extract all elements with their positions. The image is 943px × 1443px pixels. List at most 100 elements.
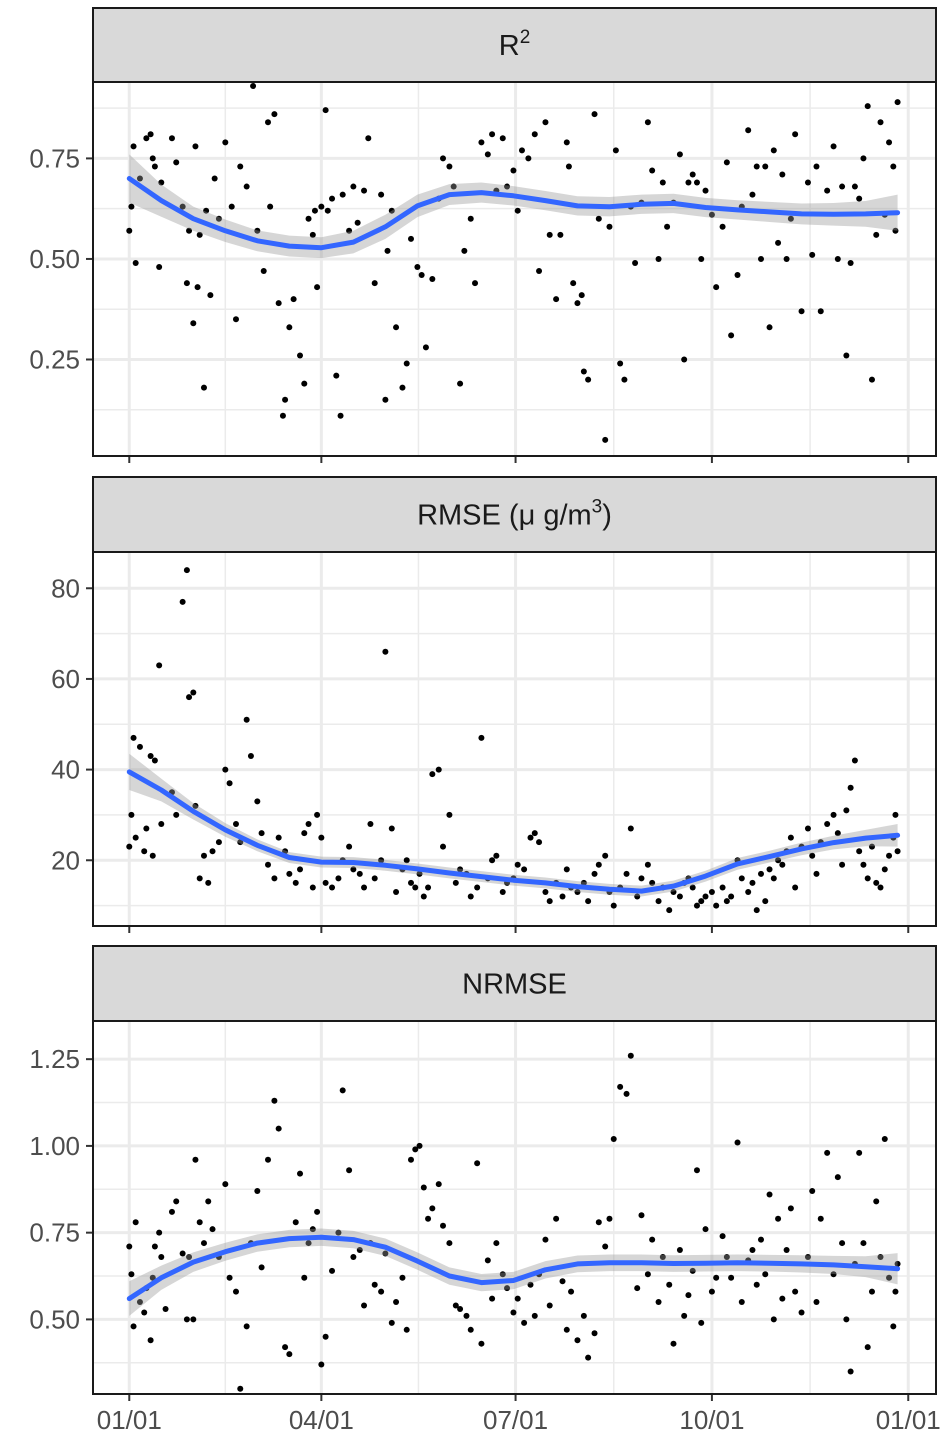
data-point bbox=[478, 139, 485, 146]
data-point bbox=[719, 223, 726, 230]
data-point bbox=[728, 1274, 735, 1281]
data-point bbox=[634, 893, 641, 900]
data-point bbox=[734, 272, 741, 279]
data-point bbox=[173, 811, 180, 818]
data-point bbox=[329, 884, 336, 891]
data-point bbox=[393, 1299, 400, 1306]
data-point bbox=[868, 1288, 875, 1295]
data-point bbox=[324, 207, 331, 214]
data-point bbox=[412, 884, 419, 891]
data-point bbox=[305, 1240, 312, 1247]
data-point bbox=[339, 191, 346, 198]
data-point bbox=[356, 870, 363, 877]
data-point bbox=[542, 889, 549, 895]
data-point bbox=[693, 902, 700, 909]
data-point bbox=[627, 1052, 634, 1059]
data-point bbox=[775, 239, 782, 246]
data-point bbox=[311, 207, 318, 214]
data-point bbox=[297, 1170, 304, 1177]
data-point bbox=[215, 839, 222, 846]
data-point bbox=[860, 861, 867, 868]
data-point bbox=[286, 870, 293, 877]
data-point bbox=[542, 119, 549, 126]
data-point bbox=[226, 1274, 233, 1281]
data-point bbox=[305, 821, 312, 827]
data-point bbox=[868, 376, 875, 383]
data-point bbox=[809, 1188, 816, 1195]
data-point bbox=[489, 857, 496, 864]
data-point bbox=[243, 183, 250, 190]
data-point bbox=[354, 219, 361, 226]
data-point bbox=[301, 1274, 308, 1281]
data-point bbox=[422, 344, 429, 351]
confidence-band bbox=[129, 1228, 898, 1316]
strip-title-superscript: 3 bbox=[592, 497, 603, 518]
y-axis-tick-label: 20 bbox=[51, 845, 80, 875]
data-point bbox=[610, 902, 617, 909]
data-point bbox=[192, 1156, 199, 1163]
data-point bbox=[779, 171, 786, 178]
data-point bbox=[728, 893, 735, 900]
data-point bbox=[297, 866, 304, 873]
data-point bbox=[813, 1299, 820, 1306]
data-point bbox=[418, 272, 425, 279]
data-point bbox=[367, 821, 374, 827]
data-point bbox=[286, 1351, 293, 1358]
strip-title-main: NRMSE bbox=[462, 969, 567, 1001]
data-point bbox=[574, 300, 581, 307]
data-point bbox=[333, 372, 340, 379]
data-point bbox=[260, 268, 267, 275]
data-point bbox=[407, 1156, 414, 1163]
data-point bbox=[499, 135, 506, 142]
data-point bbox=[147, 131, 154, 138]
y-axis-tick-label: 0.75 bbox=[29, 143, 80, 173]
data-point bbox=[775, 857, 782, 864]
data-point bbox=[440, 155, 447, 162]
data-point bbox=[196, 1219, 203, 1226]
data-point bbox=[322, 879, 329, 886]
data-point bbox=[864, 1344, 871, 1351]
data-point bbox=[222, 766, 229, 773]
data-point bbox=[183, 567, 190, 574]
data-point bbox=[881, 866, 888, 873]
data-point bbox=[339, 1087, 346, 1094]
data-point bbox=[275, 300, 282, 307]
data-point bbox=[627, 825, 634, 832]
data-point bbox=[467, 1326, 474, 1333]
data-point bbox=[132, 834, 139, 841]
data-point bbox=[623, 1090, 630, 1097]
data-point bbox=[892, 811, 899, 818]
data-point bbox=[371, 1281, 378, 1288]
data-point bbox=[126, 843, 133, 850]
data-point bbox=[196, 875, 203, 882]
data-point bbox=[151, 1243, 158, 1250]
data-point bbox=[149, 1274, 156, 1281]
data-point bbox=[504, 183, 511, 190]
data-point bbox=[591, 111, 598, 118]
data-point bbox=[804, 179, 811, 186]
data-point bbox=[792, 131, 799, 138]
data-point bbox=[156, 1229, 163, 1236]
y-axis-tick-label: 0.50 bbox=[29, 244, 80, 274]
data-point bbox=[173, 159, 180, 166]
data-point bbox=[563, 1326, 570, 1333]
data-point bbox=[723, 1253, 730, 1260]
y-axis-tick-label: 1.00 bbox=[29, 1131, 80, 1161]
data-point bbox=[286, 324, 293, 331]
data-point bbox=[446, 163, 453, 170]
data-point bbox=[644, 861, 651, 868]
data-point bbox=[632, 259, 639, 266]
data-point bbox=[514, 1295, 521, 1302]
data-point bbox=[685, 179, 692, 186]
data-point bbox=[813, 870, 820, 877]
data-point bbox=[265, 861, 272, 868]
x-axis-tick-label: 01/01 bbox=[876, 1405, 941, 1435]
data-point bbox=[407, 235, 414, 242]
data-point bbox=[762, 163, 769, 170]
data-point bbox=[839, 183, 846, 190]
data-point bbox=[610, 1135, 617, 1142]
data-point bbox=[676, 1247, 683, 1254]
data-point bbox=[757, 1236, 764, 1243]
data-point bbox=[713, 902, 720, 909]
